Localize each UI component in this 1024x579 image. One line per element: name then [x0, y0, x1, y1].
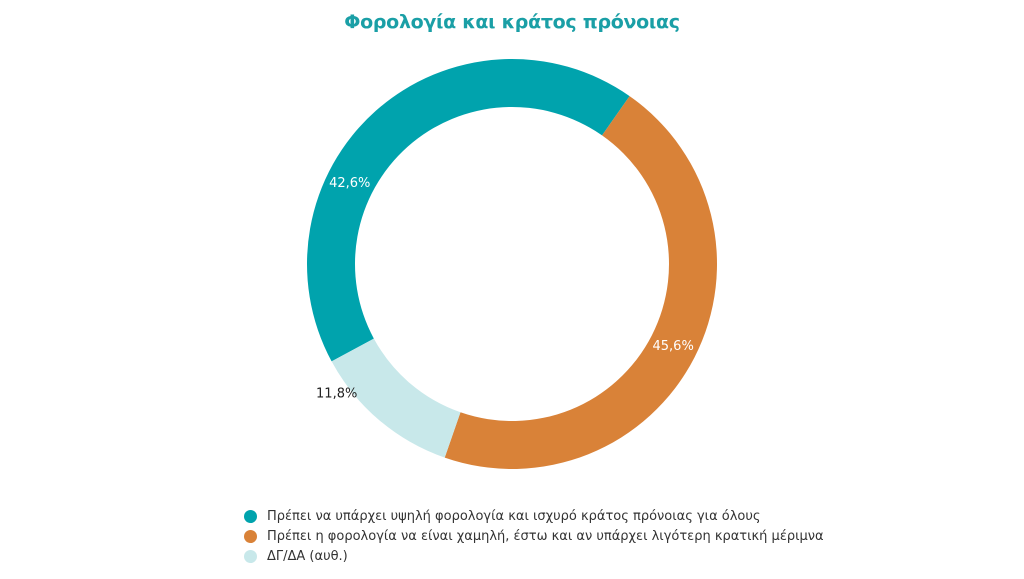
legend-item-2: Πρέπει η φορολογία να είναι χαμηλή, έστω… [244, 526, 824, 546]
donut-chart: 42,6% 45,6% 11,8% [307, 58, 718, 470]
donut-slice-1 [307, 58, 630, 362]
chart-title: Φορολογία και κράτος πρόνοιας [344, 11, 680, 33]
data-label-3: 11,8% [316, 386, 357, 401]
legend: Πρέπει να υπάρχει υψηλή φορολογία και ισ… [244, 506, 824, 566]
legend-swatch-3 [244, 549, 257, 563]
legend-label-3: ΔΓ/ΔΑ (αυθ.) [267, 548, 348, 564]
donut-slice-2 [444, 96, 718, 470]
legend-swatch-1 [244, 509, 257, 523]
data-label-1: 42,6% [329, 176, 370, 191]
legend-label-1: Πρέπει να υπάρχει υψηλή φορολογία και ισ… [267, 508, 761, 524]
donut-slices [307, 58, 718, 470]
data-labels: 42,6% 45,6% 11,8% [316, 176, 694, 401]
legend-item-1: Πρέπει να υπάρχει υψηλή φορολογία και ισ… [244, 506, 824, 526]
data-label-2: 45,6% [653, 339, 694, 354]
legend-label-2: Πρέπει η φορολογία να είναι χαμηλή, έστω… [267, 528, 824, 544]
donut-slice-3 [331, 338, 461, 458]
legend-swatch-2 [244, 529, 257, 543]
legend-item-3: ΔΓ/ΔΑ (αυθ.) [244, 546, 824, 566]
